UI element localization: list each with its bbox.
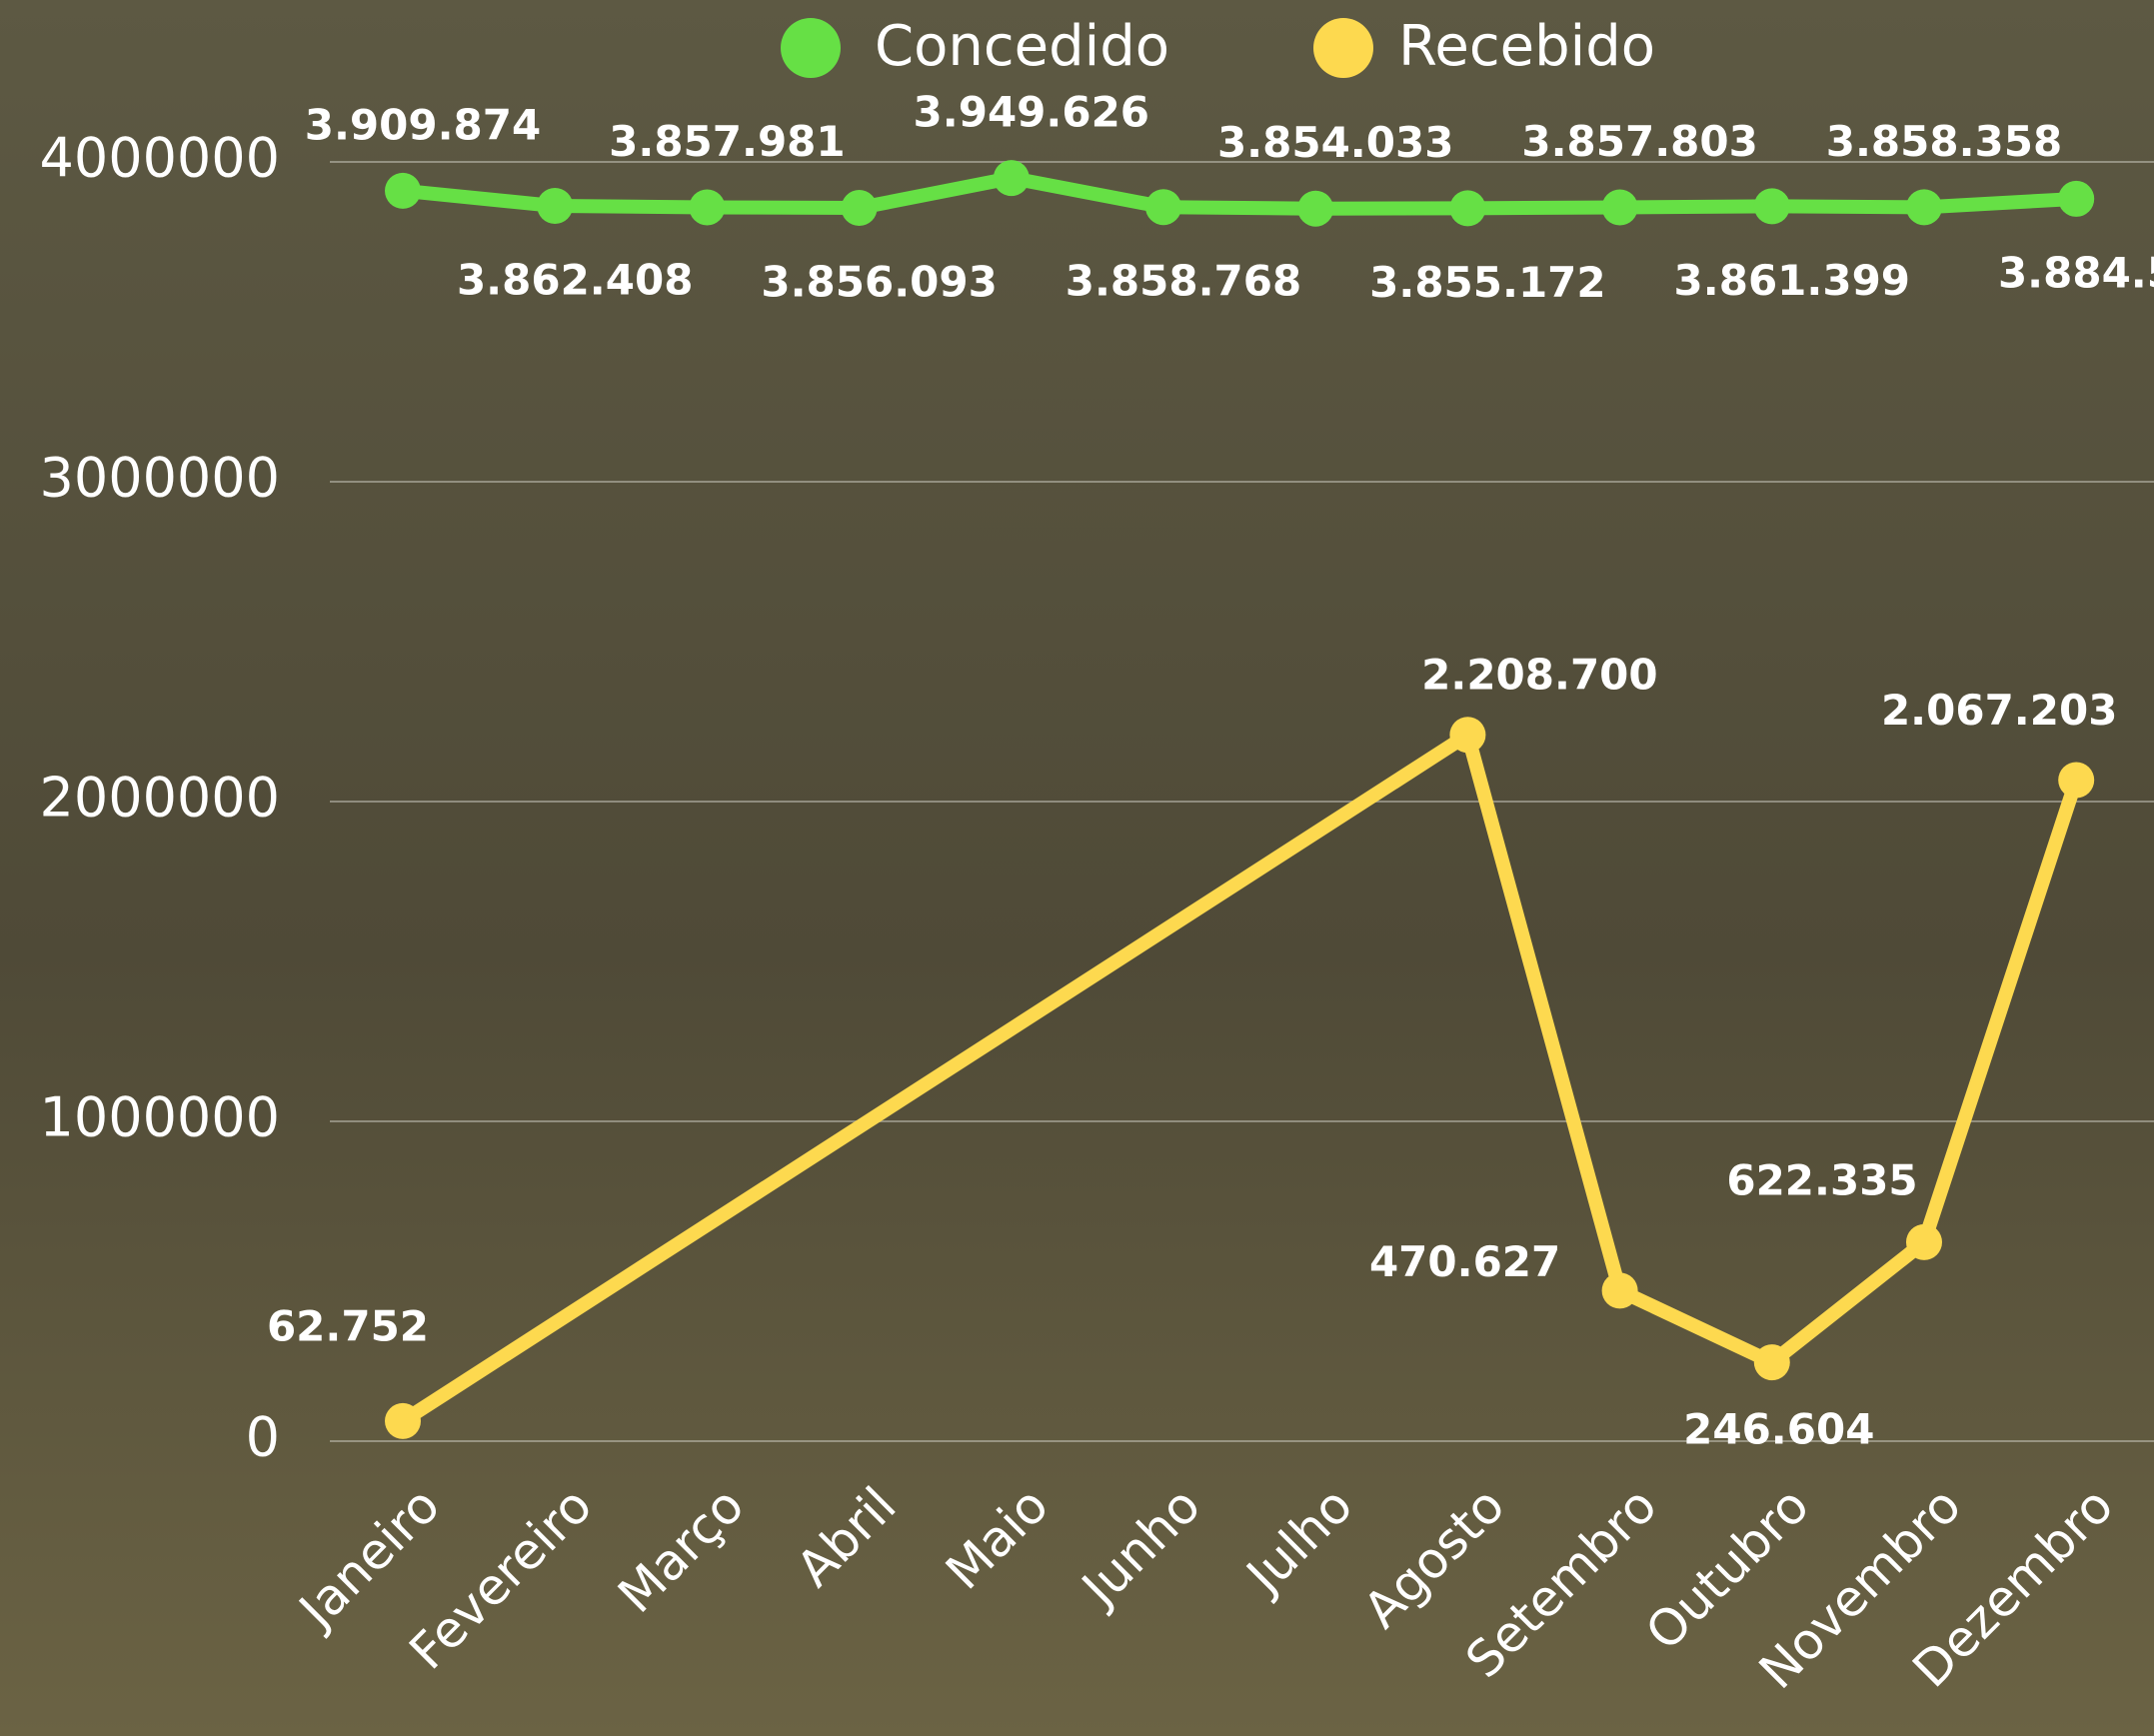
data-label: 246.604 xyxy=(1683,1405,1874,1454)
data-label: 3.854.033 xyxy=(1217,118,1453,167)
legend-label: Concedido xyxy=(875,14,1169,79)
y-tick-label: 1000000 xyxy=(40,1086,281,1149)
data-label: 3.858.768 xyxy=(1066,257,1301,306)
data-label: 3.861.399 xyxy=(1674,256,1910,305)
data-point xyxy=(842,190,878,226)
data-point xyxy=(1449,190,1485,226)
series-line xyxy=(1620,206,1772,207)
data-label: 3.909.874 xyxy=(305,100,541,149)
series-line xyxy=(1467,208,1619,209)
legend-marker xyxy=(1313,18,1373,78)
data-point xyxy=(385,1403,421,1439)
legend-marker xyxy=(781,18,841,78)
legend-label: Recebido xyxy=(1398,14,1655,79)
data-label: 2.067.203 xyxy=(1881,686,2117,735)
y-tick-label: 0 xyxy=(246,1406,280,1469)
data-point xyxy=(1145,189,1181,225)
chart: 01000000200000030000004000000JaneiroFeve… xyxy=(0,0,2154,1736)
data-point xyxy=(1906,189,1942,225)
data-point xyxy=(1754,1344,1790,1380)
series-line xyxy=(555,206,707,207)
data-label: 622.335 xyxy=(1726,1155,1917,1204)
data-point xyxy=(994,160,1030,196)
data-point xyxy=(1297,191,1333,227)
data-point xyxy=(689,189,725,225)
y-tick-label: 3000000 xyxy=(40,447,281,510)
series-line xyxy=(1772,206,1924,207)
data-point xyxy=(1602,190,1638,226)
y-tick-label: 2000000 xyxy=(40,767,281,830)
data-label: 2.208.700 xyxy=(1421,651,1657,700)
series-line xyxy=(1924,199,2076,207)
data-label: 3.857.981 xyxy=(609,117,845,166)
data-label: 3.856.093 xyxy=(761,258,997,307)
data-point xyxy=(2058,181,2094,217)
data-point xyxy=(1906,1224,1942,1260)
data-label: 62.752 xyxy=(267,1301,429,1350)
data-label: 3.884.582 xyxy=(1998,248,2154,297)
data-label: 3.862.408 xyxy=(457,256,693,305)
series-line xyxy=(1163,207,1315,209)
data-point xyxy=(537,188,573,224)
data-label: 3.855.172 xyxy=(1369,258,1605,307)
y-tick-label: 4000000 xyxy=(40,127,281,190)
data-label: 3.949.626 xyxy=(914,88,1149,137)
data-point xyxy=(1449,717,1485,753)
data-label: 3.858.358 xyxy=(1826,117,2062,166)
series-line xyxy=(707,207,859,208)
data-label: 3.857.803 xyxy=(1521,117,1757,166)
page: {"chart_data": {"type": "line", "categor… xyxy=(0,0,2154,1736)
data-point xyxy=(385,173,421,209)
data-label: 470.627 xyxy=(1369,1237,1560,1286)
data-point xyxy=(2058,762,2094,798)
data-point xyxy=(1602,1272,1638,1308)
data-point xyxy=(1754,188,1790,224)
